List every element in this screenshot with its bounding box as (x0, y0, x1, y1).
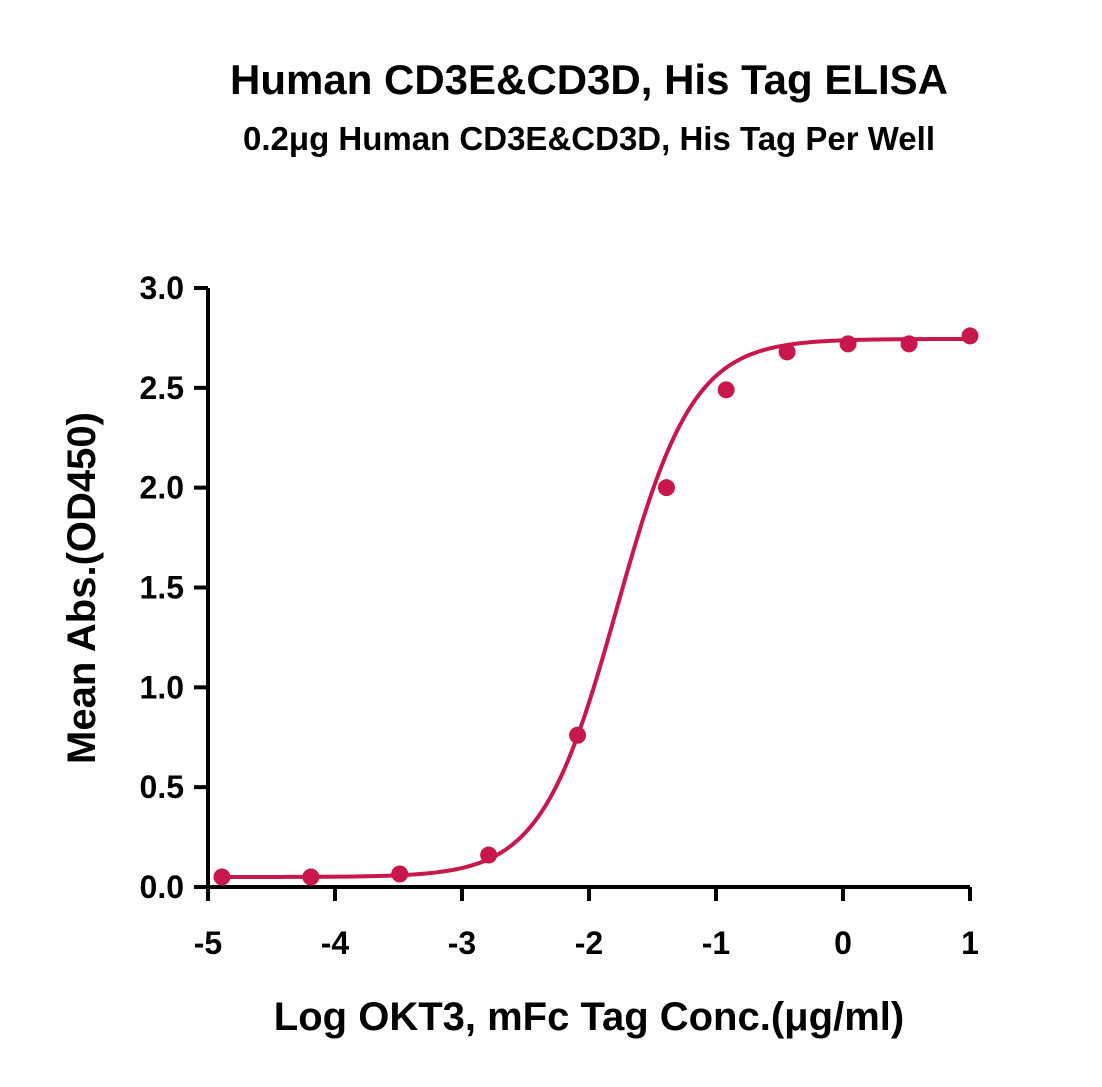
y-tick-label: 0.0 (140, 869, 184, 905)
data-point (778, 343, 796, 361)
fit-curve-group (219, 336, 972, 879)
x-tick-label: -2 (575, 925, 603, 961)
y-tick-label: 3.0 (140, 270, 184, 306)
data-point (213, 868, 231, 886)
data-point (569, 726, 587, 744)
x-tick-label: 1 (961, 925, 979, 961)
y-tick-label: 2.5 (140, 370, 184, 406)
data-point (839, 335, 857, 353)
fit-curve (219, 336, 972, 879)
y-tick-label: 0.5 (140, 769, 184, 805)
chart-title: Human CD3E&CD3D, His Tag ELISA (230, 56, 948, 103)
y-axis-label: Mean Abs.(OD450) (60, 412, 104, 764)
data-points (213, 327, 979, 886)
data-point (480, 846, 498, 864)
data-point (657, 479, 675, 497)
data-point (717, 381, 735, 399)
data-point (900, 335, 918, 353)
x-tick-label: -5 (194, 925, 222, 961)
y-tick-label: 1.5 (140, 570, 184, 606)
axes (206, 288, 970, 889)
x-tick-label: -3 (448, 925, 476, 961)
tick-labels: 0.0 0.5 1.0 1.5 2.0 2.5 3.0 -5 -4 -3 -2 -1 0 1 (140, 270, 979, 961)
x-tick-label: 0 (834, 925, 852, 961)
x-tick-label: -4 (321, 925, 350, 961)
x-axis-label: Log OKT3, mFc Tag Conc.(μg/ml) (274, 995, 904, 1039)
data-point (961, 327, 979, 345)
tick-marks (194, 286, 972, 901)
y-tick-label: 1.0 (140, 669, 184, 705)
data-point (391, 865, 409, 883)
x-tick-label: -1 (702, 925, 730, 961)
data-point (302, 868, 320, 886)
chart-subtitle: 0.2μg Human CD3E&CD3D, His Tag Per Well (243, 120, 935, 157)
y-tick-label: 2.0 (140, 470, 184, 506)
